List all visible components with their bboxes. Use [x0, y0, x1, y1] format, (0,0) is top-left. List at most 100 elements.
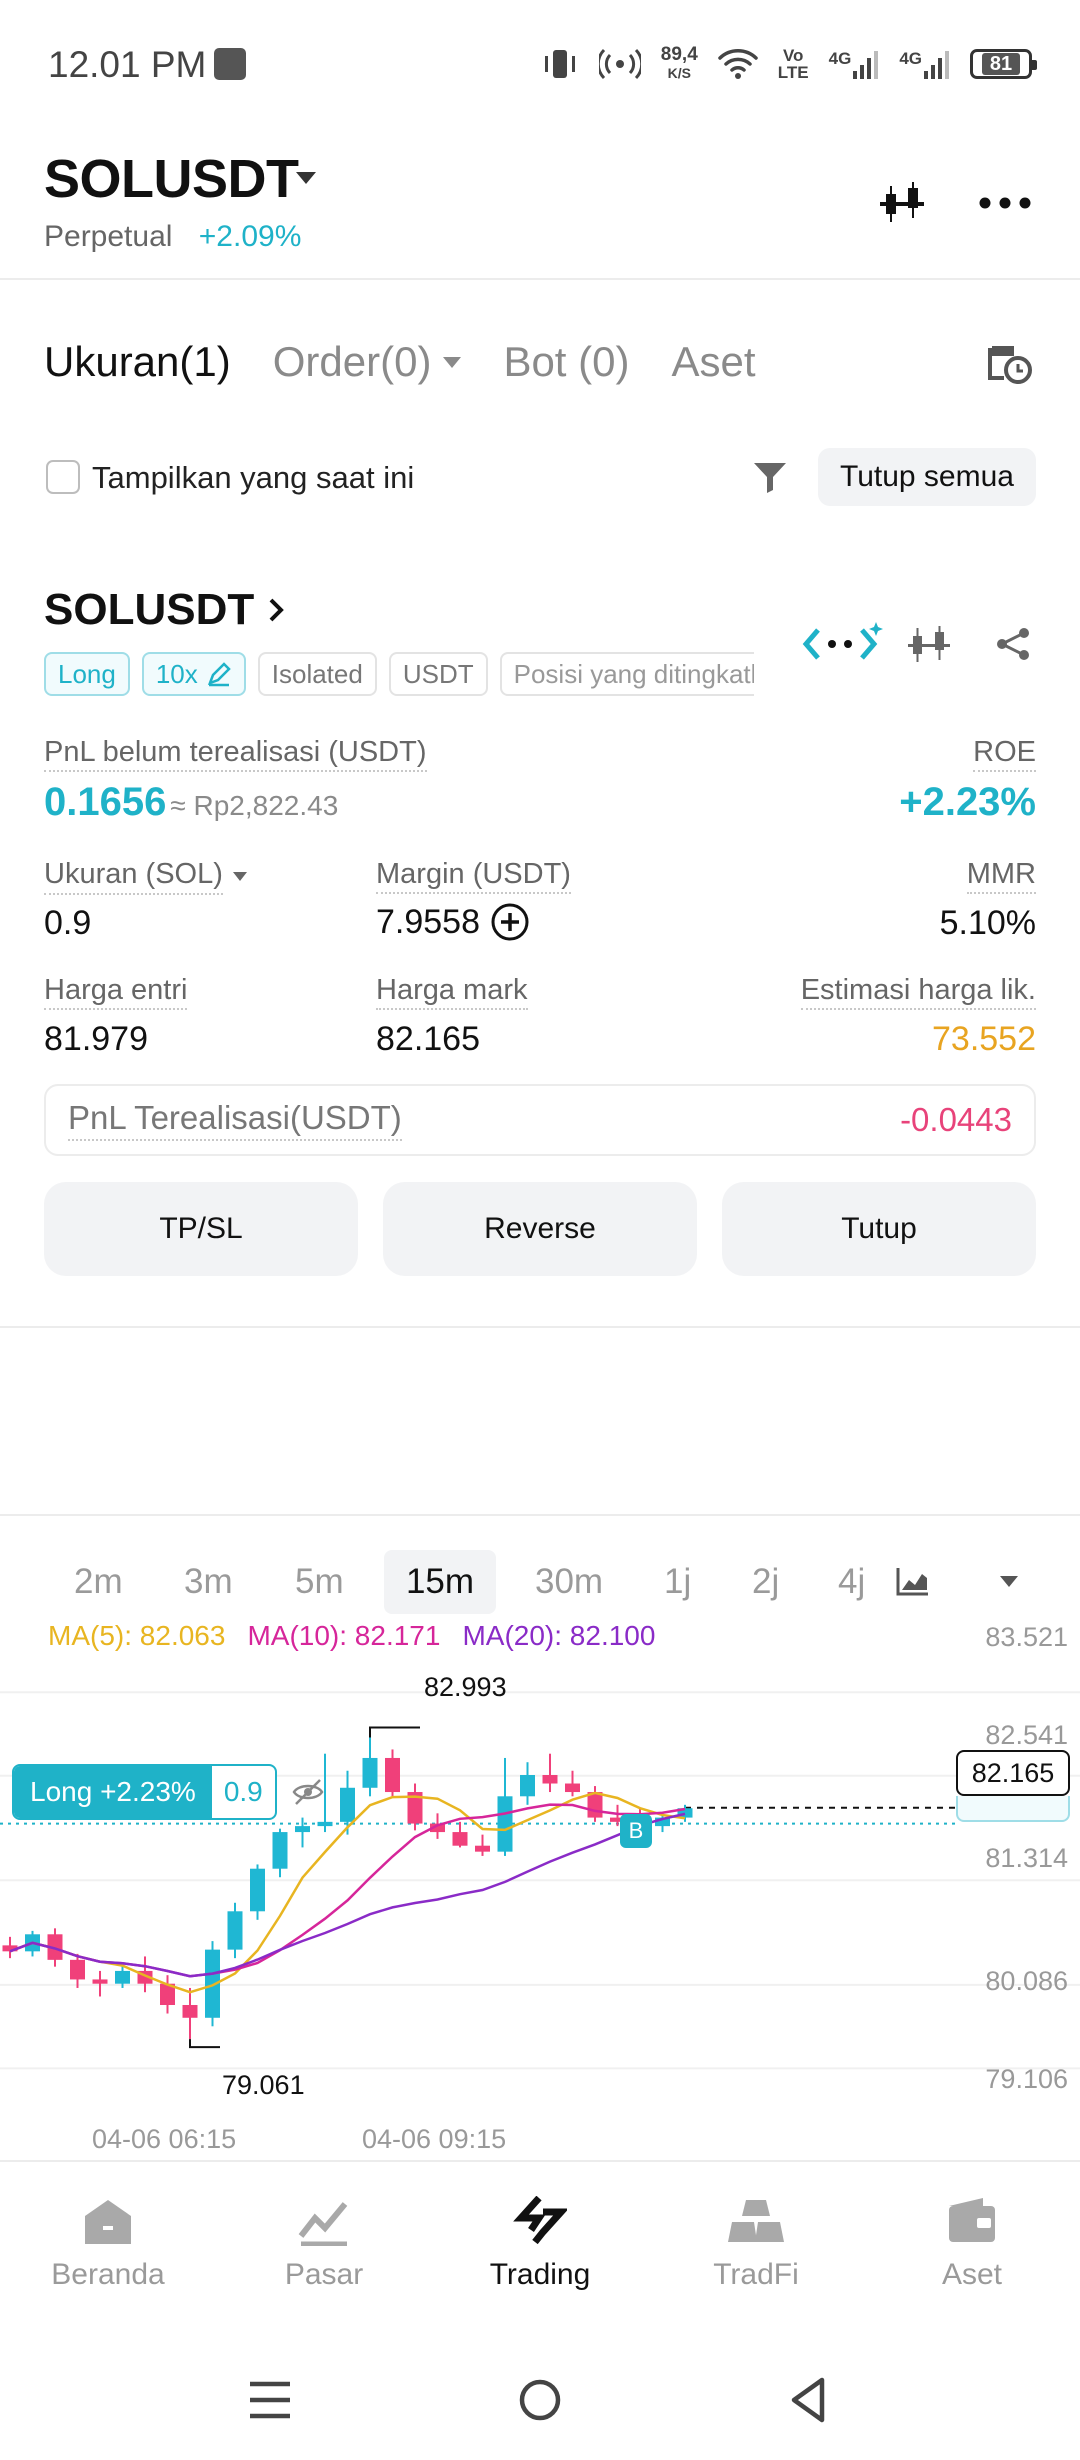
filter-icon[interactable]	[752, 460, 788, 494]
tf-4j[interactable]: 4j	[838, 1562, 866, 1601]
candle-body	[497, 1796, 513, 1852]
nav-tradfi[interactable]: TradFi	[648, 2160, 864, 2310]
nav-trading-label: Trading	[489, 2258, 591, 2291]
reverse-button[interactable]: Reverse	[383, 1182, 697, 1276]
candlestick-chart[interactable]	[0, 1660, 1080, 2130]
candle-body	[160, 1983, 175, 2005]
status-time: 12.01 PM	[48, 44, 207, 85]
side-chip: Long	[44, 652, 130, 696]
mark-label: Harga mark	[376, 974, 528, 1010]
volte-bottom: LTE	[777, 63, 809, 82]
margin-value: 7.9558	[376, 902, 480, 941]
size-label[interactable]: Ukuran (SOL)	[44, 858, 247, 895]
tf-5m[interactable]: 5m	[295, 1562, 344, 1601]
y-tick: 79.106	[985, 2064, 1068, 2094]
net-speed: 89,4 K/S	[661, 45, 698, 82]
caret-down-icon[interactable]	[296, 172, 316, 184]
y-tick: 81.314	[985, 1843, 1068, 1873]
share-icon[interactable]	[994, 626, 1032, 662]
position-symbol[interactable]: SOLUSDT	[44, 585, 286, 635]
battery-icon: 81	[970, 49, 1037, 79]
position-tag[interactable]: Long +2.23% 0.9	[12, 1764, 277, 1820]
low-leader	[189, 2039, 220, 2049]
tf-1j[interactable]: 1j	[664, 1562, 692, 1601]
unrealized-pnl-label-text: PnL belum terealisasi (USDT)	[44, 736, 427, 772]
y-tick: 83.521	[985, 1622, 1068, 1652]
tab-assets[interactable]: Aset	[671, 338, 756, 385]
ma-legend: MA(5): 82.063 MA(10): 82.171 MA(20): 82.…	[48, 1620, 655, 1652]
ma20-value: 82.100	[569, 1620, 656, 1651]
tf-3m[interactable]: 3m	[184, 1562, 233, 1601]
margin-label: Margin (USDT)	[376, 858, 571, 894]
tpsl-button[interactable]: TP/SL	[44, 1182, 358, 1276]
hide-position-icon[interactable]	[292, 1778, 324, 1806]
markets-icon	[298, 2202, 348, 2246]
candle-body	[250, 1868, 265, 1912]
tab-positions[interactable]: Ukuran(1)	[44, 338, 231, 385]
mmr-label: MMR	[966, 858, 1036, 894]
signal-1-label: 4G	[828, 49, 852, 68]
current-price-value: 82.165	[971, 1757, 1055, 1788]
candle-body	[317, 1821, 333, 1827]
show-current-checkbox[interactable]	[46, 460, 80, 494]
ai-assistant-icon[interactable]	[800, 620, 884, 664]
net-speed-unit: K/S	[667, 65, 691, 81]
mmr-label-text: MMR	[966, 858, 1036, 894]
candle-body	[340, 1787, 355, 1822]
back-icon[interactable]	[788, 2376, 828, 2424]
nav-home[interactable]: Beranda	[0, 2160, 216, 2310]
notification-icon	[214, 48, 246, 80]
recent-apps-icon[interactable]	[248, 2380, 292, 2420]
margin-row: 7.9558	[376, 902, 530, 942]
tab-orders[interactable]: Order(0)	[273, 338, 462, 386]
close-position-button[interactable]: Tutup	[722, 1182, 1036, 1276]
x-label: 04-06 06:15	[92, 2124, 237, 2154]
show-current-label: Tampilkan yang saat ini	[92, 460, 415, 495]
tf-15m-label: 15m	[405, 1562, 475, 1601]
signal-1: 4G	[829, 49, 880, 79]
candlestick-chart-icon[interactable]	[880, 180, 924, 226]
timeframe-bar: 2m 3m 5m 15m 30m 1j 2j 4j	[0, 1534, 1080, 1630]
signal-bars-icon	[924, 51, 949, 79]
close-all-button[interactable]: Tutup semua	[818, 448, 1036, 506]
candle-body	[182, 2005, 198, 2018]
home-button-icon[interactable]	[518, 2378, 562, 2422]
position-symbol-label: SOLUSDT	[44, 585, 255, 634]
tf-15m[interactable]: 15m	[384, 1550, 496, 1614]
more-timeframes-icon[interactable]	[1000, 1576, 1018, 1587]
nav-trading[interactable]: Trading	[432, 2160, 648, 2310]
unrealized-pnl-label: PnL belum terealisasi (USDT)	[44, 736, 427, 772]
tab-bot[interactable]: Bot (0)	[503, 338, 630, 385]
entry-label: Harga entri	[44, 974, 188, 1010]
nav-home-label: Beranda	[51, 2258, 165, 2291]
add-margin-icon[interactable]	[490, 902, 530, 942]
caret-down-icon	[232, 872, 247, 881]
tf-2m[interactable]: 2m	[74, 1562, 123, 1601]
candle-body	[385, 1757, 400, 1793]
mark-value: 82.165	[376, 1020, 480, 1058]
position-tag-qty: 0.9	[223, 1776, 263, 1807]
nav-assets[interactable]: Aset	[864, 2160, 1080, 2310]
tf-30m[interactable]: 30m	[535, 1562, 604, 1601]
more-icon[interactable]	[978, 196, 1032, 210]
area-chart-icon[interactable]	[896, 1566, 930, 1596]
candle-body	[2, 1945, 18, 1952]
entry-label-text: Harga entri	[44, 974, 188, 1010]
reverse-label: Reverse	[484, 1212, 596, 1245]
wifi-icon	[718, 49, 758, 79]
ma10-legend: MA(10): 82.171	[247, 1620, 441, 1651]
ma10-name: MA(10)	[247, 1620, 340, 1651]
margin-mode-chip: Isolated	[257, 652, 377, 696]
leverage-chip[interactable]: 10x	[141, 652, 246, 696]
candle-body	[587, 1792, 603, 1818]
nav-markets[interactable]: Pasar	[216, 2160, 432, 2310]
history-icon[interactable]	[986, 342, 1032, 384]
current-price-tag: 82.165	[956, 1750, 1070, 1796]
y-tick: 82.541	[985, 1720, 1068, 1750]
mark-label-text: Harga mark	[376, 974, 528, 1010]
realized-pnl-value: -0.0443	[900, 1101, 1012, 1138]
pair-title[interactable]: SOLUSDT	[44, 149, 299, 209]
candlestick-chart-icon[interactable]	[908, 624, 950, 664]
tf-2j[interactable]: 2j	[752, 1562, 780, 1601]
realized-pnl-row[interactable]: PnL Terealisasi(USDT) -0.0443	[44, 1084, 1036, 1156]
